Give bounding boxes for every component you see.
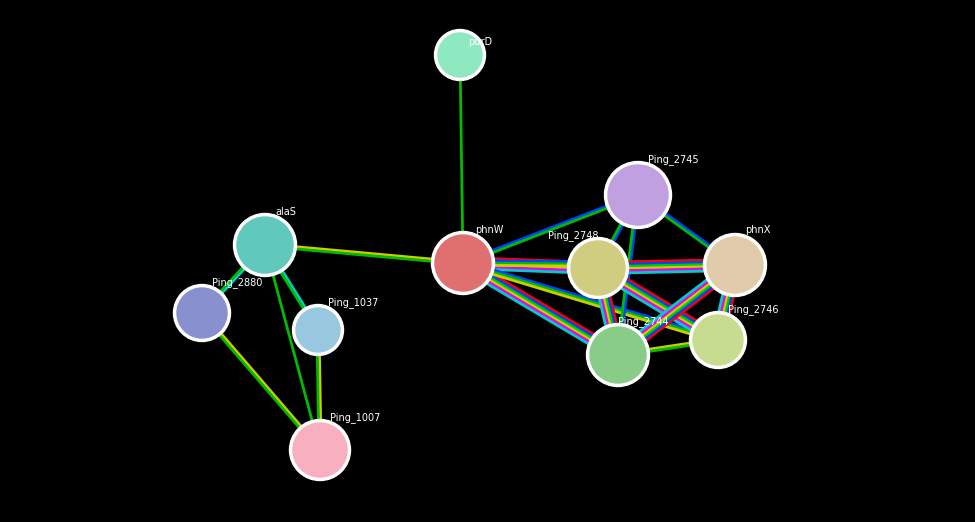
Circle shape — [704, 233, 766, 296]
Circle shape — [689, 312, 747, 369]
Circle shape — [438, 33, 482, 77]
Circle shape — [174, 284, 230, 341]
Text: Ping_2748: Ping_2748 — [548, 230, 599, 241]
Circle shape — [432, 231, 494, 294]
Text: phnW: phnW — [475, 225, 503, 235]
Text: Ping_2745: Ping_2745 — [648, 154, 699, 165]
Circle shape — [233, 213, 296, 277]
Text: Ping_1037: Ping_1037 — [328, 297, 378, 308]
Circle shape — [608, 165, 668, 225]
Circle shape — [693, 315, 743, 365]
Circle shape — [571, 241, 625, 295]
Circle shape — [604, 161, 672, 229]
Text: purD: purD — [468, 37, 492, 47]
Text: Ping_2744: Ping_2744 — [618, 316, 669, 327]
Circle shape — [590, 327, 646, 383]
Circle shape — [293, 423, 347, 477]
Circle shape — [587, 324, 649, 386]
Circle shape — [177, 288, 227, 338]
Circle shape — [707, 237, 763, 293]
Circle shape — [435, 235, 491, 291]
Text: Ping_1007: Ping_1007 — [330, 412, 380, 423]
Text: alaS: alaS — [275, 207, 295, 217]
Circle shape — [237, 217, 293, 273]
Text: Ping_2880: Ping_2880 — [212, 277, 262, 288]
Circle shape — [292, 304, 343, 355]
Circle shape — [290, 420, 350, 480]
Circle shape — [435, 30, 486, 80]
Text: Ping_2746: Ping_2746 — [728, 304, 778, 315]
Circle shape — [296, 308, 340, 352]
Text: phnX: phnX — [745, 225, 770, 235]
Circle shape — [567, 238, 629, 299]
